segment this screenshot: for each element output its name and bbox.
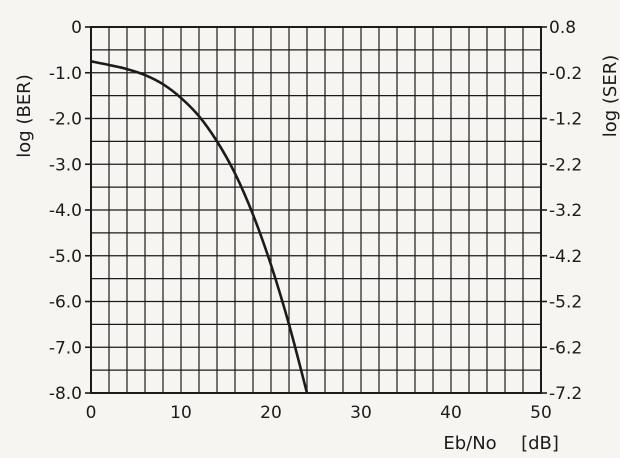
y-tick-label-right: -1.2 [549,110,582,130]
left-y-tick-labels: 0 -1.0 -2.0 -3.0 -4.0 -5.0 -6.0 -7.0 -8.0 [49,18,91,404]
x-tick-label: 50 [530,403,552,423]
y-tick-label-left: -1.0 [49,64,82,84]
y-axis-title-left: log (BER) [14,74,35,157]
y-tick-label-left: -5.0 [49,247,82,267]
x-tick-label: 0 [86,403,97,423]
x-tick-labels: 0 10 20 30 40 50 [86,403,552,423]
y-tick-label-right: -2.2 [549,155,582,175]
x-tick-label: 40 [440,403,462,423]
x-tick-label: 20 [260,403,282,423]
y-tick-label-right: -4.2 [549,247,582,267]
right-y-tick-labels: 0.8 -0.2 -1.2 -2.2 -3.2 -4.2 -5.2 -6.2 -7.2 [541,18,582,404]
y-tick-label-left: -3.0 [49,155,82,175]
y-tick-label-left: 0 [71,18,82,38]
y-tick-label-left: -4.0 [49,201,82,221]
y-tick-label-right: -6.2 [549,338,582,358]
x-tick-label: 30 [350,403,372,423]
y-axis-title-right: log (SER) [600,55,620,138]
y-tick-label-right: -7.2 [549,384,582,404]
x-tick-label: 10 [170,403,192,423]
series-layer [90,60,309,394]
x-axis-title: Eb/No [443,433,496,454]
y-tick-label-left: -6.0 [49,293,82,313]
x-axis-unit: [dB] [521,433,559,454]
y-tick-label-right: 0.8 [549,18,576,38]
y-tick-label-right: -5.2 [549,293,582,313]
y-tick-label-left: -2.0 [49,110,82,130]
series-ber-curve [90,60,309,394]
y-tick-label-right: -3.2 [549,201,582,221]
y-tick-label-right: -0.2 [549,64,582,84]
y-tick-label-left: -7.0 [49,338,82,358]
y-tick-label-left: -8.0 [49,384,82,404]
grid [91,27,541,393]
